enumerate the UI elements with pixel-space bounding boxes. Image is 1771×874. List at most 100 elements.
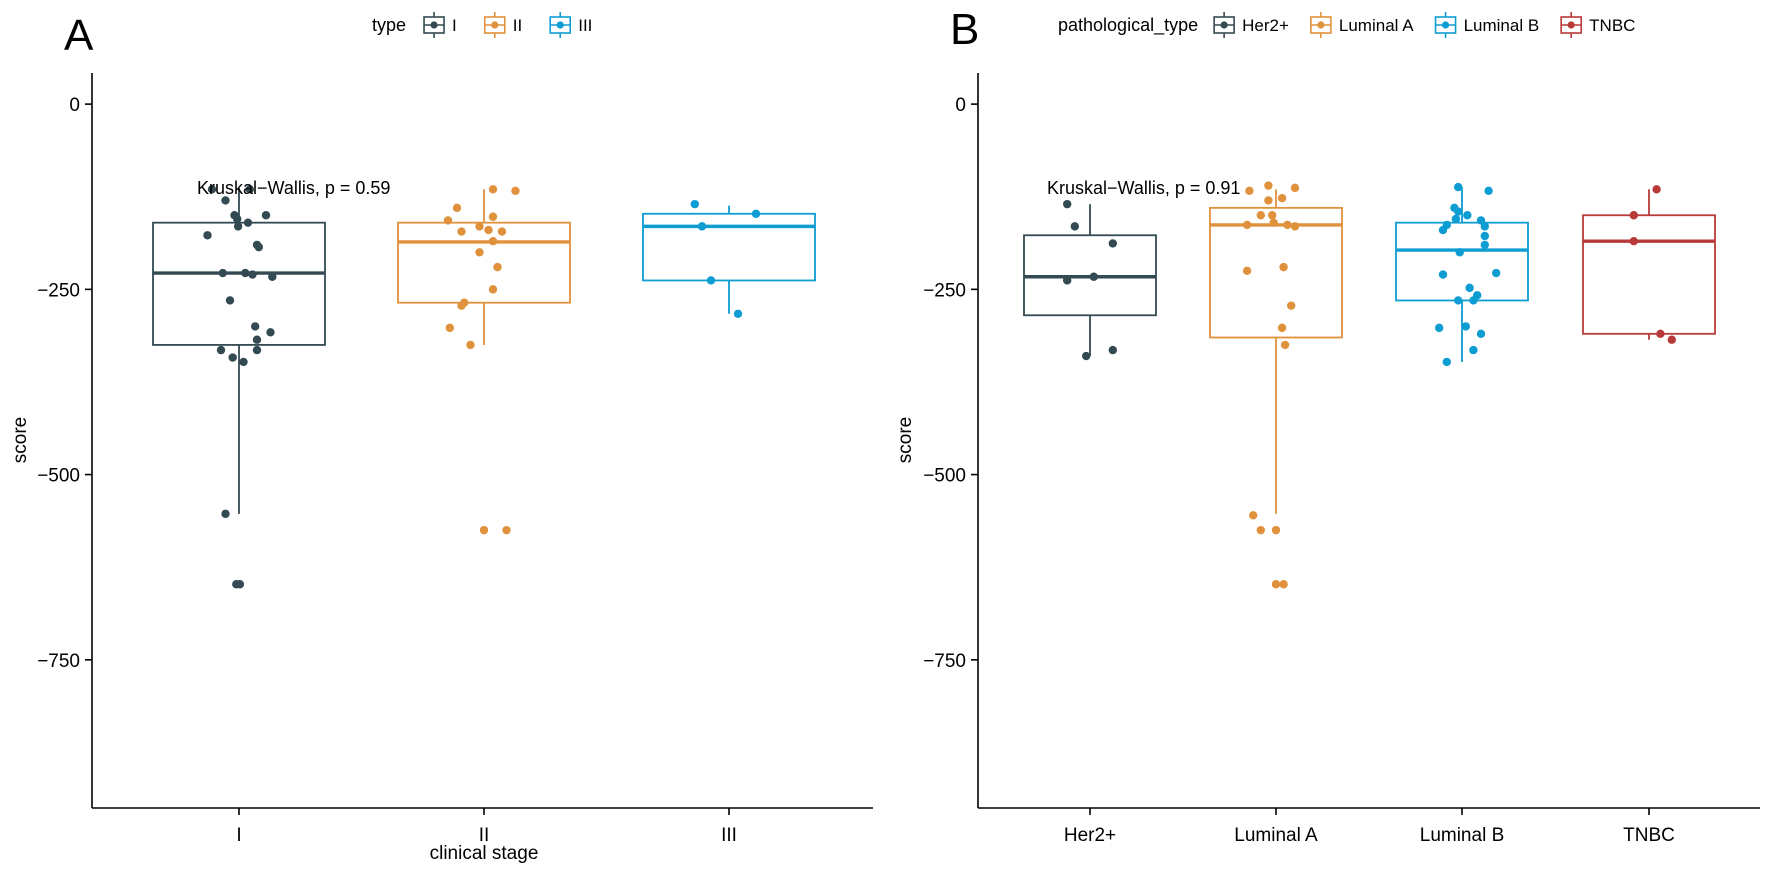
legend-label-luminal-a: Luminal A	[1339, 16, 1414, 35]
data-point	[239, 357, 248, 367]
data-point	[1629, 211, 1639, 220]
legend-key-point	[1441, 21, 1450, 29]
data-point	[243, 218, 253, 227]
data-point	[1280, 340, 1290, 350]
data-point	[1454, 182, 1463, 192]
data-point	[1652, 185, 1661, 194]
data-point	[251, 322, 260, 331]
data-point	[1242, 220, 1252, 230]
data-point	[511, 186, 520, 196]
data-point	[1271, 525, 1281, 535]
y-axis-title-b: score	[895, 417, 916, 463]
data-point	[493, 262, 502, 272]
panel-a: A score clinical stage type I II III 0−250−…	[10, 11, 873, 864]
data-point	[248, 270, 257, 279]
x-tick-label-ii: II	[479, 825, 490, 846]
data-point	[218, 268, 227, 278]
data-point	[1480, 231, 1490, 241]
box-group-luminal-a	[1209, 181, 1343, 589]
data-point	[233, 214, 242, 224]
box-group-i	[152, 185, 326, 589]
x-tick-label-iii: III	[721, 825, 737, 846]
legend-title: pathological_type	[1058, 15, 1198, 36]
x-axis-a: I II III	[92, 807, 873, 846]
legend-key-her2	[1213, 12, 1235, 38]
data-point	[475, 248, 484, 257]
data-point	[261, 211, 271, 220]
box-group-iii	[642, 199, 816, 319]
data-point	[1108, 345, 1118, 355]
data-point	[252, 335, 262, 344]
data-point	[1089, 272, 1099, 281]
data-point	[484, 225, 493, 235]
data-point	[1249, 511, 1258, 520]
data-point	[216, 345, 226, 355]
legend-key-luminal-a	[1310, 12, 1332, 38]
y-tick-label: 0	[955, 95, 966, 116]
plot-area-b	[1023, 181, 1716, 589]
legend-key-tnbc	[1560, 12, 1582, 38]
y-tick-label: −250	[923, 280, 966, 301]
legend-label-luminal-b: Luminal B	[1464, 16, 1540, 35]
data-point	[1279, 580, 1288, 589]
data-point	[751, 209, 761, 218]
data-point	[697, 222, 707, 231]
box-group-her2	[1023, 199, 1157, 361]
data-point	[1268, 211, 1277, 220]
legend-key-point	[556, 21, 564, 29]
data-point	[443, 216, 453, 225]
data-point	[457, 227, 466, 236]
data-point	[268, 272, 277, 281]
y-tick-label: −750	[37, 651, 80, 672]
data-point	[266, 328, 275, 337]
data-point	[1451, 214, 1461, 224]
panel-tag-a: A	[64, 11, 94, 60]
data-point	[1469, 345, 1478, 355]
legend-label-tnbc: TNBC	[1589, 16, 1635, 35]
stat-annotation-a: Kruskal−Wallis, p = 0.59	[197, 178, 390, 198]
data-point	[1070, 222, 1080, 231]
box-iqr	[1582, 214, 1716, 335]
data-point	[233, 222, 243, 231]
data-point	[1242, 266, 1252, 276]
x-axis-title-a: clinical stage	[430, 843, 539, 864]
y-axis-b: 0 −250 −500 −750	[923, 73, 979, 808]
data-point	[1461, 322, 1471, 331]
data-point	[1283, 220, 1292, 230]
data-point	[1264, 181, 1273, 190]
box-iqr	[1395, 221, 1529, 302]
legend-b: pathological_type Her2+ Luminal A Luminal B…	[1058, 12, 1635, 38]
data-point	[245, 185, 254, 194]
box-iqr	[1209, 206, 1343, 339]
data-point	[488, 212, 498, 221]
data-point	[1245, 186, 1254, 196]
data-point	[1465, 283, 1474, 293]
y-tick-label: −750	[923, 651, 966, 672]
box-group-luminal-b	[1395, 182, 1529, 367]
data-point	[1063, 199, 1072, 209]
legend-key-point	[1220, 21, 1228, 29]
legend-label-her2: Her2+	[1242, 16, 1289, 35]
data-point	[502, 525, 511, 535]
data-point	[1287, 301, 1296, 310]
data-point	[221, 509, 230, 519]
legend-key-point	[430, 21, 438, 29]
data-point	[1476, 329, 1486, 339]
data-point	[1454, 296, 1463, 305]
y-axis-title-a: score	[10, 417, 31, 463]
data-point	[1667, 335, 1677, 344]
data-point	[457, 301, 466, 310]
data-point	[1454, 207, 1463, 216]
y-axis-a: 0 −250 −500 −750	[37, 73, 93, 808]
y-tick-label: −250	[37, 280, 80, 301]
data-point	[466, 340, 475, 350]
data-point	[1435, 323, 1444, 333]
data-point	[1264, 196, 1273, 205]
data-point	[1279, 262, 1288, 272]
y-tick-label: 0	[69, 95, 80, 116]
data-point	[1290, 183, 1300, 193]
data-point	[1629, 236, 1639, 246]
data-point	[690, 199, 699, 209]
data-point	[228, 353, 237, 362]
